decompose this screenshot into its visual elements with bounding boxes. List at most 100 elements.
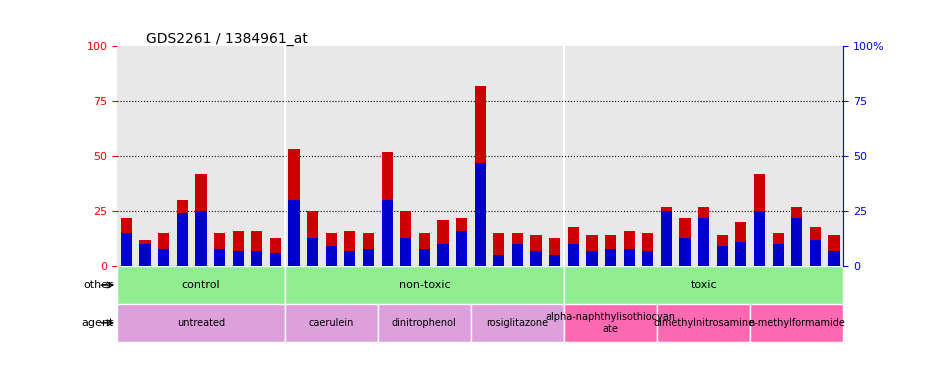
Bar [660,207,671,266]
Bar [437,220,448,266]
Bar [511,244,522,266]
Bar [567,244,578,266]
Text: rosiglitazone: rosiglitazone [486,318,548,328]
Bar [605,235,616,266]
Bar [567,227,578,266]
Bar [158,233,169,266]
Text: untreated: untreated [177,318,225,328]
Bar [641,251,652,266]
Bar [679,238,690,266]
Bar [548,255,560,266]
Bar [753,211,765,266]
Bar [177,200,188,266]
Bar [270,253,281,266]
Bar [418,248,430,266]
Bar [381,200,392,266]
FancyBboxPatch shape [117,304,285,342]
Bar [827,235,839,266]
Text: dimethylnitrosamine: dimethylnitrosamine [652,318,753,328]
FancyBboxPatch shape [750,304,842,342]
Bar [492,233,504,266]
Bar [623,248,634,266]
Bar [735,222,746,266]
Bar [809,227,820,266]
Bar [121,218,132,266]
FancyBboxPatch shape [377,304,471,342]
Bar [790,218,801,266]
Bar [362,248,373,266]
Bar [771,244,782,266]
Text: control: control [182,280,220,290]
Bar [492,255,504,266]
Bar [456,218,467,266]
Bar [641,233,652,266]
Bar [326,246,336,266]
Bar [177,213,188,266]
Bar [270,238,281,266]
Bar [344,231,355,266]
Bar [548,238,560,266]
Bar [195,211,206,266]
FancyBboxPatch shape [285,304,377,342]
Bar [679,218,690,266]
Bar [195,174,206,266]
Bar [771,233,782,266]
Text: dinitrophenol: dinitrophenol [391,318,456,328]
Bar [326,233,336,266]
FancyBboxPatch shape [117,266,285,304]
Bar [605,248,616,266]
Bar [623,231,634,266]
Bar [827,251,839,266]
Bar [790,207,801,266]
Bar [307,238,318,266]
Bar [735,242,746,266]
Text: caerulein: caerulein [308,318,354,328]
Bar [697,218,709,266]
Bar [586,251,597,266]
Bar [121,233,132,266]
Bar [251,251,262,266]
Bar [232,231,243,266]
Text: alpha-naphthylisothiocyan
ate: alpha-naphthylisothiocyan ate [545,312,675,334]
Text: other: other [83,280,113,290]
Bar [586,235,597,266]
Bar [530,235,541,266]
Text: n-methylformamide: n-methylformamide [748,318,844,328]
Bar [475,163,485,266]
Bar [697,207,709,266]
Bar [809,240,820,266]
Bar [213,248,225,266]
Text: toxic: toxic [690,280,716,290]
Text: GDS2261 / 1384961_at: GDS2261 / 1384961_at [146,32,308,46]
Bar [660,211,671,266]
Text: agent: agent [80,318,113,328]
Bar [288,200,300,266]
FancyBboxPatch shape [656,304,750,342]
Bar [213,233,225,266]
Bar [530,251,541,266]
FancyBboxPatch shape [285,266,563,304]
Bar [381,152,392,266]
Bar [511,233,522,266]
FancyBboxPatch shape [563,266,842,304]
Bar [158,248,169,266]
Bar [362,233,373,266]
Bar [418,233,430,266]
Bar [456,231,467,266]
Text: non-toxic: non-toxic [398,280,449,290]
Bar [251,231,262,266]
Bar [437,244,448,266]
Bar [400,238,411,266]
FancyBboxPatch shape [471,304,563,342]
Bar [753,174,765,266]
Bar [139,244,151,266]
Bar [139,240,151,266]
Bar [475,86,485,266]
Bar [307,211,318,266]
Bar [288,149,300,266]
Bar [400,211,411,266]
Bar [232,251,243,266]
Bar [344,251,355,266]
Bar [716,235,727,266]
FancyBboxPatch shape [563,304,656,342]
